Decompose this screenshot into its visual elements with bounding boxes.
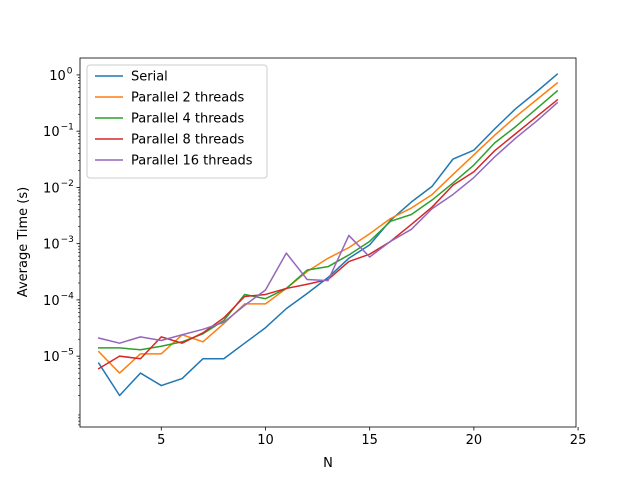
plot-lines	[97, 73, 559, 397]
y-tick-base: 10	[43, 294, 60, 309]
y-tick-exponent: −5	[61, 348, 74, 358]
plot-frame	[79, 57, 577, 428]
x-tick-label: 20	[466, 433, 483, 448]
x-tick-label: 10	[257, 433, 274, 448]
y-tick-exponent: −1	[61, 123, 74, 133]
x-tick-label: 25	[570, 433, 587, 448]
y-tick-base: 10	[43, 125, 60, 140]
y-tick-base: 10	[49, 69, 66, 84]
y-axis-label: Average Time (s)	[16, 187, 31, 297]
y-tick-exponent: −3	[61, 235, 74, 245]
legend-label-2: Parallel 4 threads	[131, 112, 245, 127]
legend: Serial Parallel 2 threads Parallel 4 threa…	[86, 64, 268, 179]
legend-label-1: Parallel 2 threads	[131, 91, 245, 106]
series-line-2	[98, 89, 559, 351]
legend-label-3: Parallel 8 threads	[131, 133, 245, 148]
y-tick-base: 10	[43, 181, 60, 196]
y-tick-exponent: −2	[61, 179, 74, 189]
x-tick-label: 15	[361, 433, 378, 448]
series-line-4	[97, 101, 559, 344]
x-axis-label: N	[323, 456, 333, 471]
legend-label-4: Parallel 16 threads	[131, 154, 253, 169]
x-tick-label: 5	[157, 433, 165, 448]
y-tick-exponent: 0	[67, 66, 73, 76]
x-axis-ticks: 5 10 15 20 25	[157, 427, 586, 448]
legend-label-0: Serial	[131, 70, 168, 85]
y-tick-exponent: −4	[61, 291, 75, 301]
series-line-0	[97, 73, 559, 397]
legend-box	[86, 64, 268, 179]
y-tick-base: 10	[43, 238, 60, 253]
y-tick-base: 10	[43, 350, 60, 365]
